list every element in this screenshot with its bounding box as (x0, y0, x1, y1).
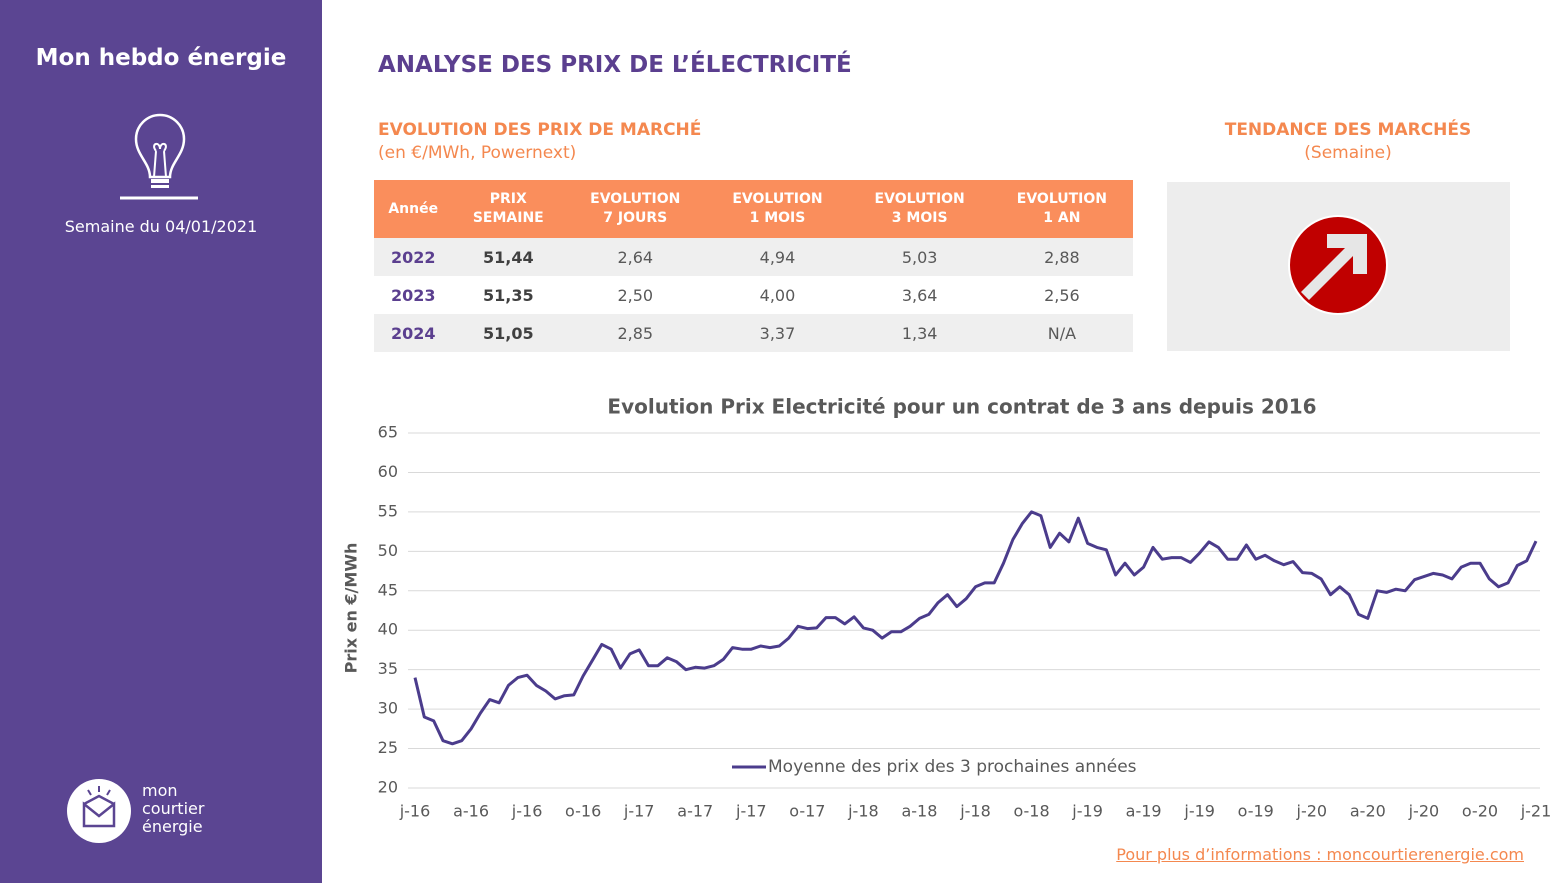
header-line: 7 JOURS (603, 210, 668, 226)
section-subtitle: (en €/MWh, Powernext) (378, 143, 577, 163)
sidebar: Mon hebdo énergie Semaine du 04/01/2021 … (0, 0, 322, 883)
table-cell: 2,85 (564, 314, 707, 352)
x-tick-label: j-20 (1408, 802, 1440, 821)
chart: Evolution Prix Electricité pour un contr… (342, 395, 1552, 821)
logo-line: courtier (142, 799, 205, 818)
page-title: ANALYSE DES PRIX DE L’ÉLECTRICITÉ (378, 52, 852, 78)
table-row: 2023 51,35 2,50 4,00 3,64 2,56 (374, 276, 1133, 314)
column-header: EVOLUTION 7 JOURS (564, 180, 707, 238)
column-header: Année (374, 180, 453, 238)
table-cell: N/A (990, 314, 1133, 352)
logo-icon (67, 779, 131, 843)
trend-box (1167, 182, 1510, 351)
section-subtitle: (Semaine) (1304, 143, 1392, 163)
y-tick-label: 50 (378, 541, 398, 560)
chart-title: Evolution Prix Electricité pour un contr… (607, 395, 1316, 419)
x-tick-label: a-20 (1350, 802, 1386, 821)
column-header: EVOLUTION 1 AN (990, 180, 1133, 238)
trend-icon (1288, 215, 1388, 315)
logo-line: mon (142, 781, 178, 800)
legend-label: Moyenne des prix des 3 prochaines années (768, 757, 1137, 777)
header-line: Année (388, 200, 439, 217)
logo-text: mon courtier énergie (142, 782, 204, 836)
header-line: 1 AN (1043, 210, 1081, 226)
table-cell: 1,34 (848, 314, 991, 352)
week-label: Semaine du 04/01/2021 (64, 217, 258, 236)
header-line: EVOLUTION (732, 191, 823, 207)
table-row: 2022 51,44 2,64 4,94 5,03 2,88 (374, 238, 1133, 276)
x-tick-label: j-17 (735, 802, 767, 821)
y-tick-label: 40 (378, 620, 398, 639)
logo-line: énergie (142, 817, 203, 836)
y-tick-label: 60 (378, 462, 398, 481)
table-header: Année PRIX SEMAINE EVOLUTION 7 JOURS EVOLUTIO… (374, 180, 1133, 238)
table-cell: 4,00 (759, 285, 796, 305)
x-tick-label: j-16 (399, 802, 431, 821)
y-tick-label: 35 (378, 659, 398, 678)
x-tick-label: j-19 (1071, 802, 1103, 821)
price-table: Année PRIX SEMAINE EVOLUTION 7 JOURS EVOLUTIO… (374, 180, 1133, 352)
y-tick-label: 30 (378, 699, 398, 718)
x-tick-label: j-21 (1520, 802, 1552, 821)
line-series (413, 510, 1538, 746)
table-cell: 51,35 (482, 285, 534, 305)
x-tick-label: j-19 (1183, 802, 1215, 821)
header-line: PRIX (489, 191, 527, 207)
table-cell: 2023 (390, 285, 436, 305)
table-cell: 2,56 (1044, 285, 1080, 305)
column-header: PRIX SEMAINE (452, 180, 565, 238)
table-row: 2024 51,05 2,85 3,37 1,34 N/A (374, 314, 1133, 352)
y-tick-label: 55 (378, 501, 398, 520)
section-title: EVOLUTION DES PRIX DE MARCHÉ (378, 120, 702, 140)
sidebar-title: Mon hebdo énergie (35, 45, 287, 71)
table-cell: 2,88 (990, 238, 1133, 276)
x-tick-label: o-18 (1013, 802, 1049, 821)
column-header: EVOLUTION 3 MOIS (848, 180, 991, 238)
y-tick-label: 20 (378, 778, 398, 797)
table-cell: 5,03 (848, 238, 991, 276)
header-line: EVOLUTION (590, 191, 681, 207)
footer-link[interactable]: Pour plus d’informations : moncourtieren… (1116, 845, 1524, 864)
table-cell: 4,94 (706, 238, 849, 276)
header-line: EVOLUTION (874, 191, 965, 207)
table-cell: 2,64 (564, 238, 707, 276)
y-tick-label: 45 (378, 580, 398, 599)
bulb-icon (120, 113, 198, 200)
table-cell: 51,44 (452, 238, 565, 276)
x-tick-label: j-16 (511, 802, 543, 821)
table-cell: 2022 (374, 238, 453, 276)
x-tick-label: o-19 (1238, 802, 1274, 821)
y-tick-label: 65 (378, 423, 398, 442)
table-cell: 51,05 (452, 314, 565, 352)
x-tick-label: j-20 (1296, 802, 1328, 821)
x-tick-label: o-17 (789, 802, 825, 821)
table-cell: 2,50 (617, 285, 654, 305)
x-tick-label: a-16 (453, 802, 489, 821)
x-tick-label: j-18 (847, 802, 879, 821)
x-tick-label: o-20 (1462, 802, 1498, 821)
table-cell: 2024 (374, 314, 453, 352)
header-line: SEMAINE (472, 210, 544, 226)
x-tick-label: j-18 (959, 802, 991, 821)
x-tick-label: a-19 (1126, 802, 1162, 821)
section-title: TENDANCE DES MARCHÉS (1224, 120, 1472, 140)
column-header: EVOLUTION 1 MOIS (706, 180, 849, 238)
y-tick-label: 25 (378, 738, 398, 757)
table-cell: 3,64 (901, 285, 938, 305)
y-axis-title: Prix en €/MWh (342, 543, 361, 674)
header-line: 1 MOIS (749, 210, 806, 226)
table-cell: 3,37 (706, 314, 849, 352)
header-line: EVOLUTION (1016, 191, 1107, 207)
table-body: 2022 51,44 2,64 4,94 5,03 2,88 2023 51,35 2,50 4,… (374, 238, 1133, 352)
header-line: 3 MOIS (891, 210, 948, 226)
x-tick-label: o-16 (565, 802, 601, 821)
x-tick-label: j-17 (623, 802, 655, 821)
x-tick-label: a-18 (901, 802, 937, 821)
x-tick-label: a-17 (677, 802, 713, 821)
